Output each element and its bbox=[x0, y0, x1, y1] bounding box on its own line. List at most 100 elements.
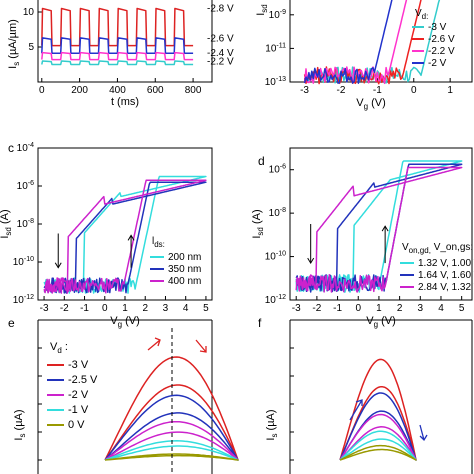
panel-d-xtick-label: 5 bbox=[459, 303, 465, 314]
panel-a-series-3 bbox=[41, 60, 194, 66]
panel-b-xtick-label: 0 bbox=[411, 85, 417, 96]
panel-d-ytick-label: 10-10 bbox=[265, 251, 286, 263]
panel-c-xtick-label: 3 bbox=[163, 303, 169, 314]
panel-c-xtick-label: 4 bbox=[183, 303, 189, 314]
panel-b-series-3 bbox=[303, 0, 393, 84]
panel-c-xtick-label: 2 bbox=[142, 303, 148, 314]
panel-c-series-1 bbox=[43, 181, 207, 294]
panel-c: -3 -2 -1 0 1 2 3 4 5 10-12 10-10 10-8 10-6 10-4 Vg (V)… bbox=[0, 142, 213, 329]
panel-f-ylabel: Is (µA) bbox=[265, 409, 279, 440]
panel-d-series-2 bbox=[295, 166, 463, 293]
panel-b-xtick-label: 1 bbox=[447, 85, 453, 96]
panel-e-series-4 bbox=[104, 453, 239, 461]
panel-b-xtick-label: -1 bbox=[373, 85, 382, 96]
panel-c-arrow-down-head bbox=[54, 262, 62, 269]
panel-a-annotation: -2.4 V bbox=[207, 48, 234, 59]
panel-c-legend-label: 350 nm bbox=[168, 264, 201, 275]
panel-e-arrow bbox=[195, 339, 207, 353]
panel-e-legend-label: -3 V bbox=[68, 359, 89, 371]
panel-b-legend-label: -3 V bbox=[428, 22, 447, 33]
panel-a: 0 200 400 600 800 5 10 t (ms) Is (µA/µm) -2.8 V -2… bbox=[7, 0, 234, 108]
panel-f-arrow bbox=[349, 399, 363, 421]
panel-c-xtick-label: -1 bbox=[80, 303, 89, 314]
panel-d-xtick-label: 3 bbox=[418, 303, 424, 314]
panel-d-xlabel: Vg (V) bbox=[366, 315, 396, 329]
panel-c-xtick-label: 0 bbox=[102, 303, 108, 314]
panel-c-xtick-label: 1 bbox=[122, 303, 128, 314]
panel-f: Is (µA) bbox=[265, 319, 473, 474]
panel-a-xtick-label: 0 bbox=[39, 85, 45, 96]
panel-e-legend-label: -2.5 V bbox=[68, 374, 98, 386]
panel-c-series-0 bbox=[43, 175, 207, 294]
panel-a-xtick-label: 400 bbox=[109, 85, 126, 96]
panel-d-xtick-label: -2 bbox=[312, 303, 321, 314]
panel-c-xtick-label: -3 bbox=[40, 303, 49, 314]
panel-e: Is (µA) Vd :-3 V -2.5 V -2 V -1 V 0 V bbox=[13, 319, 239, 474]
panel-d-arrow-down-head bbox=[307, 257, 315, 265]
panel-a-ytick-label: 10 bbox=[23, 7, 35, 18]
panel-label-f: f bbox=[258, 316, 262, 330]
panel-c-ytick-label: 10-12 bbox=[13, 294, 34, 306]
panel-b-ylabel: Isd bbox=[255, 4, 269, 16]
panel-e-legend-label: -1 V bbox=[68, 404, 89, 416]
panel-c-ytick-label: 10-6 bbox=[17, 180, 34, 192]
panel-c-xtick-label: 5 bbox=[203, 303, 209, 314]
panel-c-ytick-label: 10-8 bbox=[17, 218, 34, 230]
panel-a-annotation: -2.8 V bbox=[207, 4, 234, 15]
panel-b-ytick-label: 10-9 bbox=[269, 9, 286, 21]
panel-b-ytick-label: 10-13 bbox=[265, 76, 286, 88]
panel-label-c: c bbox=[8, 141, 14, 155]
panel-e-legend-title: Vd : bbox=[50, 341, 68, 355]
panel-d-xtick-label: -1 bbox=[333, 303, 342, 314]
panel-f-arrow bbox=[419, 424, 428, 442]
panel-d-xtick-label: 4 bbox=[438, 303, 444, 314]
panel-d-ytick-label: 10-6 bbox=[269, 164, 286, 176]
panel-a-ylabel: Is (µA/µm) bbox=[7, 19, 21, 69]
panel-d-ytick-label: 10-12 bbox=[265, 294, 286, 306]
panel-a-xlabel: t (ms) bbox=[111, 96, 139, 108]
panel-c-ylabel: Isd (A) bbox=[0, 209, 13, 238]
panel-a-axes-frame bbox=[37, 0, 213, 83]
panel-c-ytick-label: 10-4 bbox=[17, 142, 34, 154]
panel-b-legend-title: Vd: bbox=[415, 8, 428, 21]
panel-d-xtick-label: 2 bbox=[397, 303, 403, 314]
panel-d-ylabel: Isd (A) bbox=[251, 209, 265, 238]
panel-e-arrow bbox=[147, 337, 161, 351]
panel-b-legend-label: -2.6 V bbox=[428, 34, 455, 45]
panel-c-series-2 bbox=[43, 179, 207, 294]
panel-d-legend-label: 1.32 V, 1.00 V bbox=[418, 258, 474, 269]
panel-d-series-1 bbox=[295, 163, 463, 293]
panel-b-xlabel: Vg (V) bbox=[356, 97, 386, 111]
panel-d-xtick-label: -3 bbox=[292, 303, 301, 314]
panel-e-legend-label: 0 V bbox=[68, 419, 85, 431]
panel-e-ylabel: Is (µA) bbox=[13, 409, 27, 440]
panel-d-legend-label: 1.64 V, 1.60 V bbox=[418, 270, 474, 281]
panel-label-e: e bbox=[8, 316, 15, 330]
panel-b-xtick-label: -2 bbox=[337, 85, 346, 96]
panel-a-xtick-label: 200 bbox=[71, 85, 88, 96]
panel-d-legend-title: Von,gd, V_on,gs: bbox=[402, 242, 473, 255]
panel-c-xlabel: Vg (V) bbox=[110, 315, 140, 329]
panel-c-legend-label: 400 nm bbox=[168, 276, 201, 287]
panel-label-d: d bbox=[258, 154, 265, 168]
panel-f-series-4 bbox=[339, 444, 417, 461]
panel-c-arrow-up-head bbox=[127, 234, 135, 241]
panel-b-series-2 bbox=[303, 0, 408, 85]
panel-d-legend-label: 2.84 V, 1.32 V bbox=[418, 282, 474, 293]
panel-b-ytick-label: 10-11 bbox=[265, 42, 286, 54]
panel-d-ytick-label: 10-8 bbox=[269, 207, 286, 219]
panel-c-xtick-label: -2 bbox=[60, 303, 69, 314]
panel-b-legend-label: -2 V bbox=[428, 58, 447, 69]
panel-d-xtick-label: 0 bbox=[355, 303, 361, 314]
panel-b-series-1 bbox=[303, 0, 422, 85]
panel-d-axes-frame bbox=[289, 147, 473, 301]
panel-d: -3 -2 -1 0 1 2 3 4 5 10-12 10-10 10-8 10-6 Vg (V) Isd … bbox=[251, 147, 474, 329]
panel-a-series-2 bbox=[41, 51, 194, 61]
panel-a-xtick-label: 800 bbox=[185, 85, 202, 96]
panel-b-legend-label: -2.2 V bbox=[428, 46, 455, 57]
panel-a-annotation: -2.2 V bbox=[207, 57, 234, 68]
panel-c-legend-label: 200 nm bbox=[168, 252, 201, 263]
panel-d-arrow-up-head bbox=[381, 225, 389, 232]
